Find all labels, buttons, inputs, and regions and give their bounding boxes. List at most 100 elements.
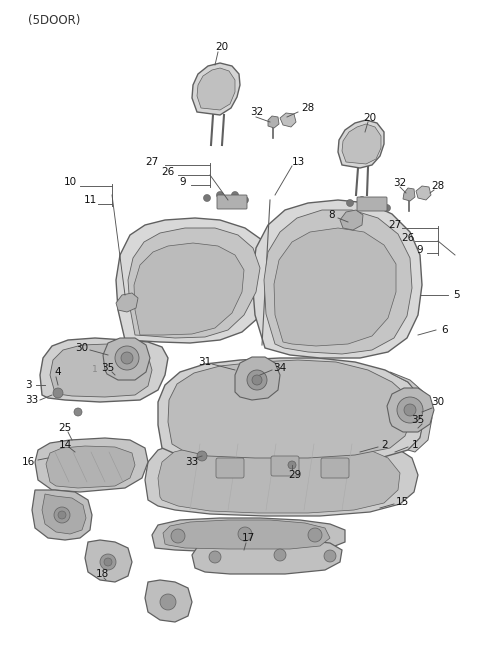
Circle shape — [104, 558, 112, 566]
Circle shape — [171, 529, 185, 543]
Circle shape — [204, 195, 211, 202]
Polygon shape — [390, 372, 432, 452]
Circle shape — [241, 196, 249, 204]
Polygon shape — [42, 494, 86, 534]
Text: 3: 3 — [24, 380, 31, 390]
Text: 28: 28 — [301, 103, 314, 113]
Circle shape — [121, 352, 133, 364]
Text: 15: 15 — [396, 497, 408, 507]
Circle shape — [160, 594, 176, 610]
Polygon shape — [40, 338, 168, 402]
Circle shape — [274, 549, 286, 561]
Text: 20: 20 — [363, 113, 377, 123]
Circle shape — [252, 375, 262, 385]
Polygon shape — [145, 436, 418, 516]
Text: 34: 34 — [274, 363, 287, 373]
FancyBboxPatch shape — [217, 195, 247, 209]
Polygon shape — [152, 518, 345, 552]
Text: 27: 27 — [145, 157, 158, 167]
FancyBboxPatch shape — [216, 458, 244, 478]
Text: 16: 16 — [22, 457, 35, 467]
Text: 2: 2 — [382, 440, 388, 450]
Polygon shape — [116, 293, 138, 312]
Polygon shape — [192, 540, 342, 574]
Circle shape — [324, 550, 336, 562]
Polygon shape — [116, 218, 272, 343]
Circle shape — [53, 388, 63, 398]
FancyBboxPatch shape — [271, 456, 299, 476]
Circle shape — [100, 554, 116, 570]
Text: 6: 6 — [442, 325, 448, 335]
Text: 26: 26 — [401, 233, 415, 243]
Polygon shape — [103, 338, 150, 380]
Circle shape — [308, 528, 322, 542]
Polygon shape — [416, 186, 431, 200]
Circle shape — [404, 404, 416, 416]
Circle shape — [247, 370, 267, 390]
Polygon shape — [403, 188, 415, 201]
Text: 17: 17 — [241, 533, 254, 543]
Text: 9: 9 — [417, 245, 423, 255]
Text: 35: 35 — [101, 363, 115, 373]
Text: 4: 4 — [55, 367, 61, 377]
Polygon shape — [134, 243, 244, 335]
Circle shape — [397, 397, 423, 423]
Circle shape — [209, 551, 221, 563]
Text: 35: 35 — [411, 415, 425, 425]
Text: 18: 18 — [96, 569, 108, 579]
Polygon shape — [128, 228, 260, 338]
Polygon shape — [197, 68, 235, 110]
Circle shape — [115, 346, 139, 370]
Polygon shape — [340, 210, 363, 230]
Circle shape — [384, 204, 391, 212]
Polygon shape — [145, 580, 192, 622]
Text: 31: 31 — [198, 357, 212, 367]
Text: 32: 32 — [251, 107, 264, 117]
FancyBboxPatch shape — [357, 197, 387, 211]
Circle shape — [197, 451, 207, 461]
FancyBboxPatch shape — [321, 458, 349, 478]
Circle shape — [347, 200, 353, 206]
Polygon shape — [268, 116, 279, 128]
Circle shape — [238, 527, 252, 541]
Polygon shape — [35, 438, 148, 492]
Text: (5DOOR): (5DOOR) — [28, 14, 80, 27]
Polygon shape — [235, 357, 280, 400]
Text: 33: 33 — [185, 457, 199, 467]
Text: 13: 13 — [291, 157, 305, 167]
Text: 27: 27 — [388, 220, 402, 230]
Polygon shape — [163, 520, 330, 549]
Circle shape — [288, 461, 296, 469]
Polygon shape — [264, 210, 412, 354]
Text: 29: 29 — [288, 470, 301, 480]
Text: 33: 33 — [25, 395, 38, 405]
Text: 30: 30 — [432, 397, 444, 407]
Text: 30: 30 — [75, 343, 89, 353]
Polygon shape — [32, 490, 92, 540]
Text: 25: 25 — [59, 423, 72, 433]
Circle shape — [74, 408, 82, 416]
Polygon shape — [280, 113, 296, 127]
Polygon shape — [387, 388, 434, 432]
Text: 5: 5 — [454, 290, 460, 300]
Circle shape — [54, 507, 70, 523]
Text: 9: 9 — [180, 177, 186, 187]
Polygon shape — [46, 446, 135, 488]
Text: 26: 26 — [161, 167, 175, 177]
Polygon shape — [274, 228, 396, 346]
Text: 14: 14 — [59, 440, 72, 450]
Polygon shape — [192, 63, 240, 115]
Text: 1: 1 — [412, 440, 418, 450]
Circle shape — [216, 191, 224, 198]
Circle shape — [58, 511, 66, 519]
Polygon shape — [158, 441, 400, 513]
Polygon shape — [342, 124, 381, 164]
Text: 1: 1 — [92, 365, 98, 375]
Polygon shape — [168, 360, 412, 458]
Polygon shape — [50, 344, 152, 397]
Circle shape — [231, 191, 239, 198]
Text: 32: 32 — [394, 178, 407, 188]
Text: 8: 8 — [329, 210, 336, 220]
Text: 20: 20 — [216, 42, 228, 52]
Text: 11: 11 — [84, 195, 96, 205]
